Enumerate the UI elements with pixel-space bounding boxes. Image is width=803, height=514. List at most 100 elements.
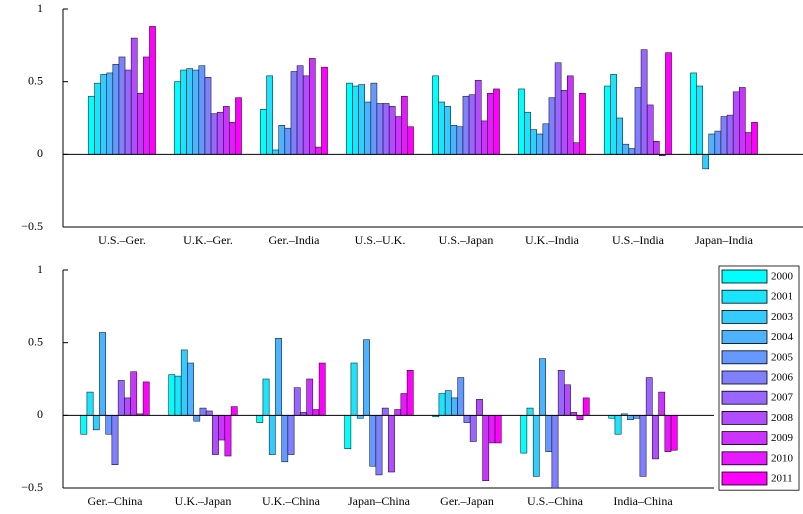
bar: [462, 95, 470, 155]
bar: [192, 69, 200, 155]
bar: [112, 63, 120, 155]
bar: [168, 374, 176, 416]
bar: [106, 72, 114, 155]
bar: [640, 49, 648, 155]
x-tick-label: U.S.–Japan: [439, 233, 494, 247]
bar: [548, 97, 556, 155]
bar: [696, 85, 703, 155]
bar: [576, 415, 584, 420]
bar: [229, 122, 236, 155]
bar: [266, 75, 273, 155]
bar: [174, 81, 181, 155]
bar: [350, 362, 358, 416]
bar: [432, 75, 439, 155]
legend-label: 2007: [771, 392, 794, 404]
x-tick-label: U.K.–Japan: [175, 494, 232, 508]
bar: [468, 94, 476, 155]
bar: [751, 122, 758, 155]
y-tick-label: 0: [37, 407, 43, 421]
legend-label: 2006: [771, 372, 794, 384]
x-tick-label: U.S.–China: [527, 494, 584, 508]
bar: [143, 56, 150, 155]
x-tick-label: Japan–China: [348, 494, 411, 508]
legend-label: 2005: [771, 351, 794, 363]
x-tick-label: U.S.–U.K.: [355, 233, 406, 247]
legend-label: 2004: [771, 331, 794, 343]
bar: [272, 149, 280, 155]
x-tick-label: Ger.–India: [269, 233, 321, 247]
bar: [557, 370, 565, 416]
bar: [690, 72, 697, 155]
x-tick-label: U.S.–India: [612, 233, 665, 247]
bar: [268, 415, 276, 455]
legend: 2000 2001 2003 2004 2005 2006 2007 2008 2009 2010…: [718, 265, 800, 491]
bar: [482, 415, 490, 481]
bar: [407, 126, 414, 155]
bar: [262, 378, 270, 416]
bar: [652, 415, 659, 460]
y-tick-label: 0: [37, 146, 43, 160]
bar: [388, 415, 395, 473]
bar: [732, 91, 740, 155]
bar: [539, 358, 546, 416]
bar: [476, 399, 483, 416]
x-tick-label: Japan–India: [695, 233, 754, 247]
bar: [142, 381, 150, 416]
legend-label: 2003: [771, 311, 794, 323]
bar: [80, 415, 88, 435]
bar: [658, 391, 666, 416]
y-tick-label: −0.5: [21, 219, 43, 233]
bar: [370, 82, 378, 155]
bar: [665, 52, 672, 155]
bar: [670, 415, 678, 451]
bar: [394, 116, 402, 155]
bar: [198, 65, 206, 155]
bar: [738, 87, 746, 155]
bar: [284, 127, 292, 155]
bar: [382, 103, 390, 155]
bar: [530, 129, 538, 155]
bar: [518, 88, 525, 155]
bar: [487, 93, 494, 155]
bar: [346, 82, 353, 155]
x-tick-label: U.S.–Ger.: [98, 233, 146, 247]
bar: [532, 415, 540, 477]
x-tick-label: Ger.–China: [88, 494, 144, 508]
bar: [290, 71, 298, 155]
bar: [117, 380, 125, 416]
bar: [124, 69, 132, 155]
bar: [281, 415, 289, 463]
bar: [218, 415, 226, 441]
bar: [174, 375, 182, 416]
bar: [566, 75, 574, 155]
bar: [124, 397, 131, 416]
legend-label: 2011: [771, 473, 793, 485]
bar: [210, 113, 218, 155]
y-tick-label: 0.5: [28, 334, 43, 348]
y-tick-label: 1: [37, 262, 43, 276]
bar: [560, 90, 568, 155]
x-tick-label: U.K.–India: [525, 233, 580, 247]
bar: [315, 146, 322, 155]
bar: [526, 407, 534, 416]
bar: [456, 126, 464, 155]
bar: [444, 390, 452, 416]
bar: [92, 415, 100, 431]
bar: [321, 66, 328, 155]
bar: [278, 125, 286, 155]
bar: [306, 378, 314, 416]
bar: [438, 101, 445, 155]
bar: [493, 88, 500, 155]
bar: [702, 154, 710, 170]
bar: [551, 415, 559, 489]
bar: [130, 37, 138, 155]
bar: [474, 79, 482, 155]
bar: [293, 387, 301, 416]
bar: [344, 415, 352, 450]
bar: [639, 415, 647, 477]
bar: [186, 68, 194, 155]
x-tick-label: U.K.–China: [262, 494, 321, 508]
bar: [224, 415, 232, 457]
bar: [469, 415, 477, 442]
bar: [524, 111, 531, 155]
